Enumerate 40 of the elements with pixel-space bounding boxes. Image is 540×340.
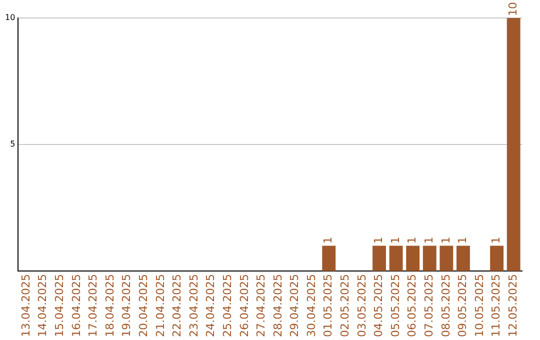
- x-tick-label: 12.05.2025: [506, 274, 520, 338]
- x-tick-label: 09.05.2025: [456, 274, 470, 338]
- x-tick-label: 21.04.2025: [154, 274, 167, 338]
- data-label: 1: [372, 236, 386, 244]
- x-tick-label: 03.05.2025: [355, 274, 368, 338]
- x-tick-label: 14.04.2025: [36, 274, 50, 338]
- x-tick-label: 10.05.2025: [472, 274, 486, 338]
- x-tick-label: 13.04.2025: [19, 274, 32, 338]
- x-tick-label: 04.05.2025: [372, 274, 386, 338]
- x-tick-label: 22.04.2025: [170, 274, 184, 338]
- x-tick-label: 17.04.2025: [86, 274, 100, 338]
- data-label: 1: [490, 236, 503, 244]
- x-tick-label: 16.04.2025: [70, 274, 83, 338]
- x-tick-label: 26.04.2025: [238, 274, 251, 338]
- data-label: 1: [322, 236, 335, 244]
- x-tick-label: 02.05.2025: [338, 274, 352, 338]
- x-tick-label: 11.05.2025: [490, 274, 503, 338]
- y-tick-label: 5: [10, 140, 16, 149]
- x-tick-label: 27.04.2025: [254, 274, 268, 338]
- data-label: 1: [388, 236, 402, 244]
- data-label: 1: [422, 236, 436, 244]
- x-tick-label: 28.04.2025: [271, 274, 284, 338]
- data-label: 10: [506, 2, 520, 16]
- x-tick-label: 23.04.2025: [187, 274, 200, 338]
- x-tick-label: 08.05.2025: [439, 274, 452, 338]
- x-tick-label: 01.05.2025: [322, 274, 335, 338]
- data-label: 1: [406, 236, 419, 244]
- x-tick-label: 18.04.2025: [103, 274, 116, 338]
- x-tick-label: 05.05.2025: [388, 274, 402, 338]
- data-label: 1: [456, 236, 470, 244]
- x-tick-label: 06.05.2025: [406, 274, 419, 338]
- x-tick-label: 25.04.2025: [220, 274, 234, 338]
- x-tick-label: 20.04.2025: [136, 274, 150, 338]
- data-label: 1: [439, 236, 452, 244]
- x-tick-label: 15.04.2025: [53, 274, 66, 338]
- x-tick-label: 29.04.2025: [288, 274, 302, 338]
- x-tick-label: 19.04.2025: [120, 274, 134, 338]
- x-tick-label: 07.05.2025: [422, 274, 436, 338]
- x-tick-label: 30.04.2025: [304, 274, 318, 338]
- x-tick-label: 24.04.2025: [204, 274, 218, 338]
